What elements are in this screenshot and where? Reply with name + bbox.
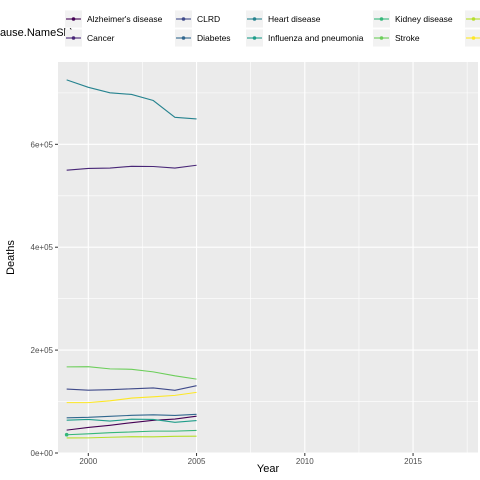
legend-label: Kidney disease xyxy=(395,14,453,24)
y-tick-label: 0e+00 xyxy=(31,449,54,458)
legend-key-point xyxy=(252,36,257,40)
series-line-unlabeled xyxy=(66,391,197,404)
series-line-influenza-and-pneumonia xyxy=(66,418,197,423)
legend-key-point xyxy=(71,36,76,40)
y-axis-title: Deaths xyxy=(5,240,17,275)
plot-panel xyxy=(58,62,478,453)
y-tick-label: 4e+05 xyxy=(31,243,54,252)
legend: Cause.NameSh) Alzheimer's disease Cancer C… xyxy=(0,10,480,47)
x-tick-label: 2010 xyxy=(296,457,314,466)
legend-label: Diabetes xyxy=(197,33,231,43)
x-axis-title: Year xyxy=(257,463,280,475)
legend-key-point xyxy=(181,36,186,40)
series-line-kidney-disease xyxy=(66,429,197,436)
legend-key-point xyxy=(181,17,186,21)
legend-label: Stroke xyxy=(395,33,420,43)
legend-label: Heart disease xyxy=(268,14,321,24)
legend-label: Influenza and pneumonia xyxy=(268,33,364,43)
series-line-cancer xyxy=(66,164,197,171)
y-axis: 0e+00 2e+05 4e+05 6e+05 xyxy=(31,140,58,458)
series-line-unlabeled xyxy=(66,435,197,439)
series-line-heart-disease xyxy=(66,79,197,120)
grid-major xyxy=(58,62,478,454)
series-line-clrd xyxy=(66,385,197,391)
series-points xyxy=(64,432,69,437)
legend-title: Cause.NameSh) xyxy=(0,27,73,39)
legend-key-point xyxy=(71,17,76,21)
grid-minor xyxy=(58,62,478,453)
legend-key-point xyxy=(379,36,384,40)
legend-label: CLRD xyxy=(197,14,220,24)
x-tick-label: 2000 xyxy=(79,457,97,466)
legend-key-point xyxy=(252,17,257,21)
legend-key-point xyxy=(471,36,476,40)
series-line-diabetes xyxy=(66,413,197,419)
y-tick-label: 2e+05 xyxy=(31,346,54,355)
series-line-stroke xyxy=(66,366,197,380)
data-point xyxy=(64,432,69,437)
legend-key-point xyxy=(379,17,384,21)
legend-label: Cancer xyxy=(87,33,115,43)
series-lines xyxy=(66,79,197,439)
series-line-alzheimer-s-disease xyxy=(66,415,197,431)
y-tick-label: 6e+05 xyxy=(31,140,54,149)
x-tick-label: 2005 xyxy=(188,457,206,466)
x-tick-label: 2015 xyxy=(404,457,422,466)
legend-items: Alzheimer's disease Cancer CLRD Diabetes Hea… xyxy=(65,10,480,47)
x-axis: 2000 2005 2010 2015 xyxy=(79,453,423,466)
legend-label: Alzheimer's disease xyxy=(87,14,163,24)
legend-key-point xyxy=(471,17,476,21)
